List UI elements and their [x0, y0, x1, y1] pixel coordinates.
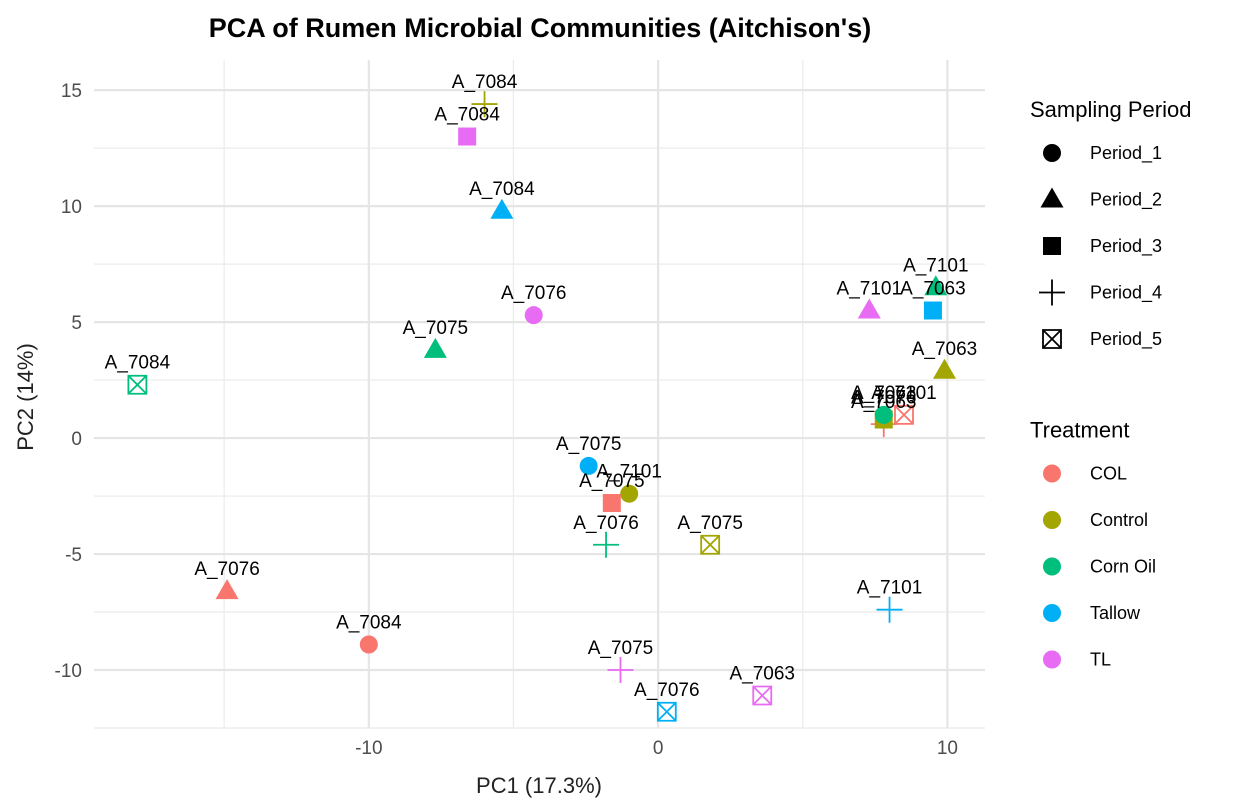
- point-label: A_7101: [837, 279, 903, 300]
- chart-title: PCA of Rumen Microbial Communities (Aitc…: [209, 13, 871, 43]
- legend-key-boxcross: [1042, 329, 1062, 349]
- data-point: [458, 127, 477, 146]
- data-point: [607, 657, 634, 684]
- point-label: A_7076: [851, 388, 917, 409]
- legend-key-square: [1043, 237, 1061, 255]
- data-point: [593, 531, 620, 558]
- point-label: A_7075: [677, 513, 743, 534]
- legend-item-label: Corn Oil: [1090, 557, 1156, 577]
- point-label: A_7075: [579, 471, 645, 492]
- point-label: A_7101: [903, 255, 969, 276]
- plot-grid: [94, 60, 985, 729]
- data-point: [127, 374, 148, 395]
- point-label: A_7075: [403, 318, 469, 339]
- legend-item-label: Tallow: [1090, 603, 1141, 623]
- data-point: [876, 596, 903, 623]
- y-tick-label: 15: [61, 81, 82, 102]
- legend-title-color: Treatment: [1030, 418, 1129, 443]
- legend-item-label: Period_2: [1090, 190, 1162, 211]
- legend-key-color: [1043, 604, 1061, 622]
- point-label: A_7076: [634, 680, 700, 701]
- legend-key-color: [1043, 557, 1061, 576]
- point-label: A_7063: [851, 383, 917, 404]
- data-point: [656, 701, 677, 722]
- x-tick-label: 0: [653, 738, 664, 759]
- y-tick-label: 5: [71, 313, 82, 334]
- axis-ticks: -10 0 10 -10 -5 0 5 10 15: [55, 81, 958, 759]
- legend-item-label: Period_4: [1090, 283, 1162, 304]
- legend-item-label: Control: [1090, 510, 1148, 530]
- data-point: [923, 301, 942, 320]
- point-label: A_7084: [336, 613, 402, 634]
- legend-title-shape: Sampling Period: [1030, 97, 1191, 122]
- legend-item-label: Period_1: [1090, 143, 1162, 164]
- y-tick-label: -5: [65, 545, 82, 566]
- point-labels: A_7084 A_7084 A_7084 A_7076 A_7075 A_7084 A_70…: [105, 72, 978, 701]
- legend-key-plus: [1039, 279, 1065, 306]
- data-point: [857, 298, 881, 319]
- point-label: A_7076: [501, 283, 567, 304]
- legend-item-label: Period_3: [1090, 236, 1162, 257]
- legend-key-color: [1043, 650, 1061, 669]
- point-label: A_7084: [105, 353, 171, 374]
- y-axis-title: PC2 (14%): [13, 343, 38, 451]
- data-point: [933, 358, 956, 379]
- data-point: [490, 198, 514, 219]
- data-point: [215, 579, 239, 600]
- point-label: A_7075: [556, 434, 622, 455]
- point-label: A_7101: [857, 578, 923, 599]
- x-tick-label: -10: [355, 738, 382, 759]
- point-label: A_7063: [729, 664, 795, 685]
- point-label: A_7063: [900, 279, 966, 300]
- data-point: [894, 404, 914, 425]
- data-point: [620, 484, 639, 503]
- data-point: [752, 685, 773, 706]
- point-label: A_7101: [871, 383, 937, 404]
- legend-key-circle: [1043, 144, 1061, 162]
- point-label: A_7075: [588, 638, 654, 659]
- data-point: [359, 635, 378, 654]
- x-axis-title: PC1 (17.3%): [476, 773, 602, 798]
- legend-key-color: [1043, 464, 1061, 483]
- point-label: A_7084: [434, 105, 500, 126]
- point-label: A_7084: [452, 72, 518, 93]
- point-label: A_7076: [573, 513, 639, 534]
- legend-item-label: TL: [1090, 650, 1111, 670]
- legend-item-label: Period_5: [1090, 329, 1162, 350]
- y-tick-label: 0: [71, 429, 82, 450]
- legend: Sampling Period Period_1 Period_2 Period_3 P…: [1030, 97, 1191, 670]
- data-point: [524, 306, 543, 325]
- data-point: [924, 275, 948, 296]
- point-label: A_7063: [851, 392, 917, 413]
- point-label: A_7084: [469, 179, 535, 200]
- data-point: [874, 405, 893, 424]
- legend-item-label: COL: [1090, 464, 1127, 484]
- data-point: [700, 534, 721, 555]
- data-point: [602, 494, 621, 513]
- point-label: A_7063: [912, 339, 978, 360]
- data-point: [579, 456, 598, 475]
- legend-key-color: [1043, 511, 1061, 529]
- x-tick-label: 10: [937, 738, 958, 759]
- point-label: A_7076: [194, 559, 260, 580]
- y-tick-label: 10: [61, 197, 82, 218]
- point-label: A_7101: [596, 462, 662, 483]
- y-tick-label: -10: [55, 661, 82, 682]
- data-point: [471, 91, 498, 118]
- data-points: [127, 91, 956, 722]
- data-point: [423, 337, 447, 358]
- legend-key-triangle: [1040, 187, 1064, 208]
